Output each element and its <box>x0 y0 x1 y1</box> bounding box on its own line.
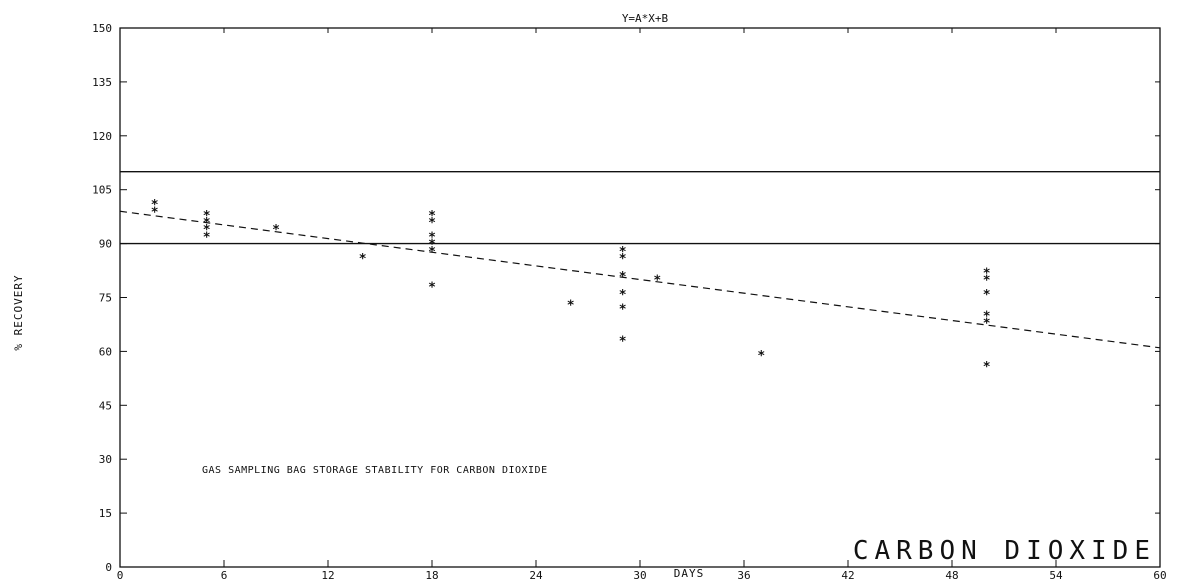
y-tick-label: 120 <box>92 130 112 143</box>
data-point: * <box>428 281 436 296</box>
data-point: * <box>359 252 367 267</box>
data-point: * <box>567 299 575 314</box>
data-point: * <box>619 252 627 267</box>
x-tick-label: 60 <box>1153 569 1166 580</box>
data-point: * <box>619 288 627 303</box>
x-tick-label: 54 <box>1049 569 1063 580</box>
y-tick-label: 60 <box>99 345 112 358</box>
data-point: * <box>619 245 627 260</box>
plot-frame <box>119 27 1161 568</box>
x-tick-label: 42 <box>841 569 854 580</box>
data-point: * <box>757 349 765 364</box>
y-tick-label: 90 <box>99 238 112 251</box>
data-point: * <box>983 288 991 303</box>
data-point: * <box>272 223 280 238</box>
data-point: * <box>619 302 627 317</box>
y-tick-label: 30 <box>99 453 112 466</box>
data-point: * <box>428 216 436 231</box>
data-point: * <box>653 274 661 289</box>
x-tick-label: 18 <box>425 569 438 580</box>
y-tick-label: 105 <box>92 184 112 197</box>
data-point: * <box>428 238 436 253</box>
fit-line <box>119 210 1161 349</box>
data-point: * <box>428 230 436 245</box>
data-point: * <box>983 274 991 289</box>
compound-label: CARBON DIOXIDE <box>853 536 1156 566</box>
data-point: * <box>983 317 991 332</box>
y-tick-label: 75 <box>99 292 112 305</box>
y-tick-label: 0 <box>105 561 112 574</box>
y-tick-label: 45 <box>99 399 112 412</box>
data-point: * <box>619 270 627 285</box>
chart-annotation: GAS SAMPLING BAG STORAGE STABILITY FOR C… <box>202 465 548 476</box>
y-tick-label: 135 <box>92 76 112 89</box>
y-axis-title: % RECOVERY <box>12 274 25 350</box>
data-point: * <box>983 309 991 324</box>
data-point: * <box>203 223 211 238</box>
y-tick-label: 150 <box>92 22 112 35</box>
data-point: * <box>619 335 627 350</box>
data-point: * <box>151 205 159 220</box>
x-tick-label: 24 <box>529 569 543 580</box>
x-tick-label: 30 <box>633 569 646 580</box>
data-point: * <box>983 360 991 375</box>
chart-title: Y=A*X+B <box>622 12 669 25</box>
y-tick-label: 15 <box>99 507 112 520</box>
data-point: * <box>428 245 436 260</box>
data-point: * <box>203 216 211 231</box>
data-point: * <box>983 266 991 281</box>
x-tick-label: 48 <box>945 569 958 580</box>
data-point: * <box>428 209 436 224</box>
x-tick-label: 12 <box>321 569 334 580</box>
data-point: * <box>203 209 211 224</box>
x-tick-label: 6 <box>221 569 228 580</box>
x-tick-label: 36 <box>737 569 750 580</box>
data-point: * <box>151 198 159 213</box>
x-tick-label: 0 <box>117 569 124 580</box>
data-point: * <box>203 230 211 245</box>
x-axis-title: DAYS <box>674 567 705 580</box>
